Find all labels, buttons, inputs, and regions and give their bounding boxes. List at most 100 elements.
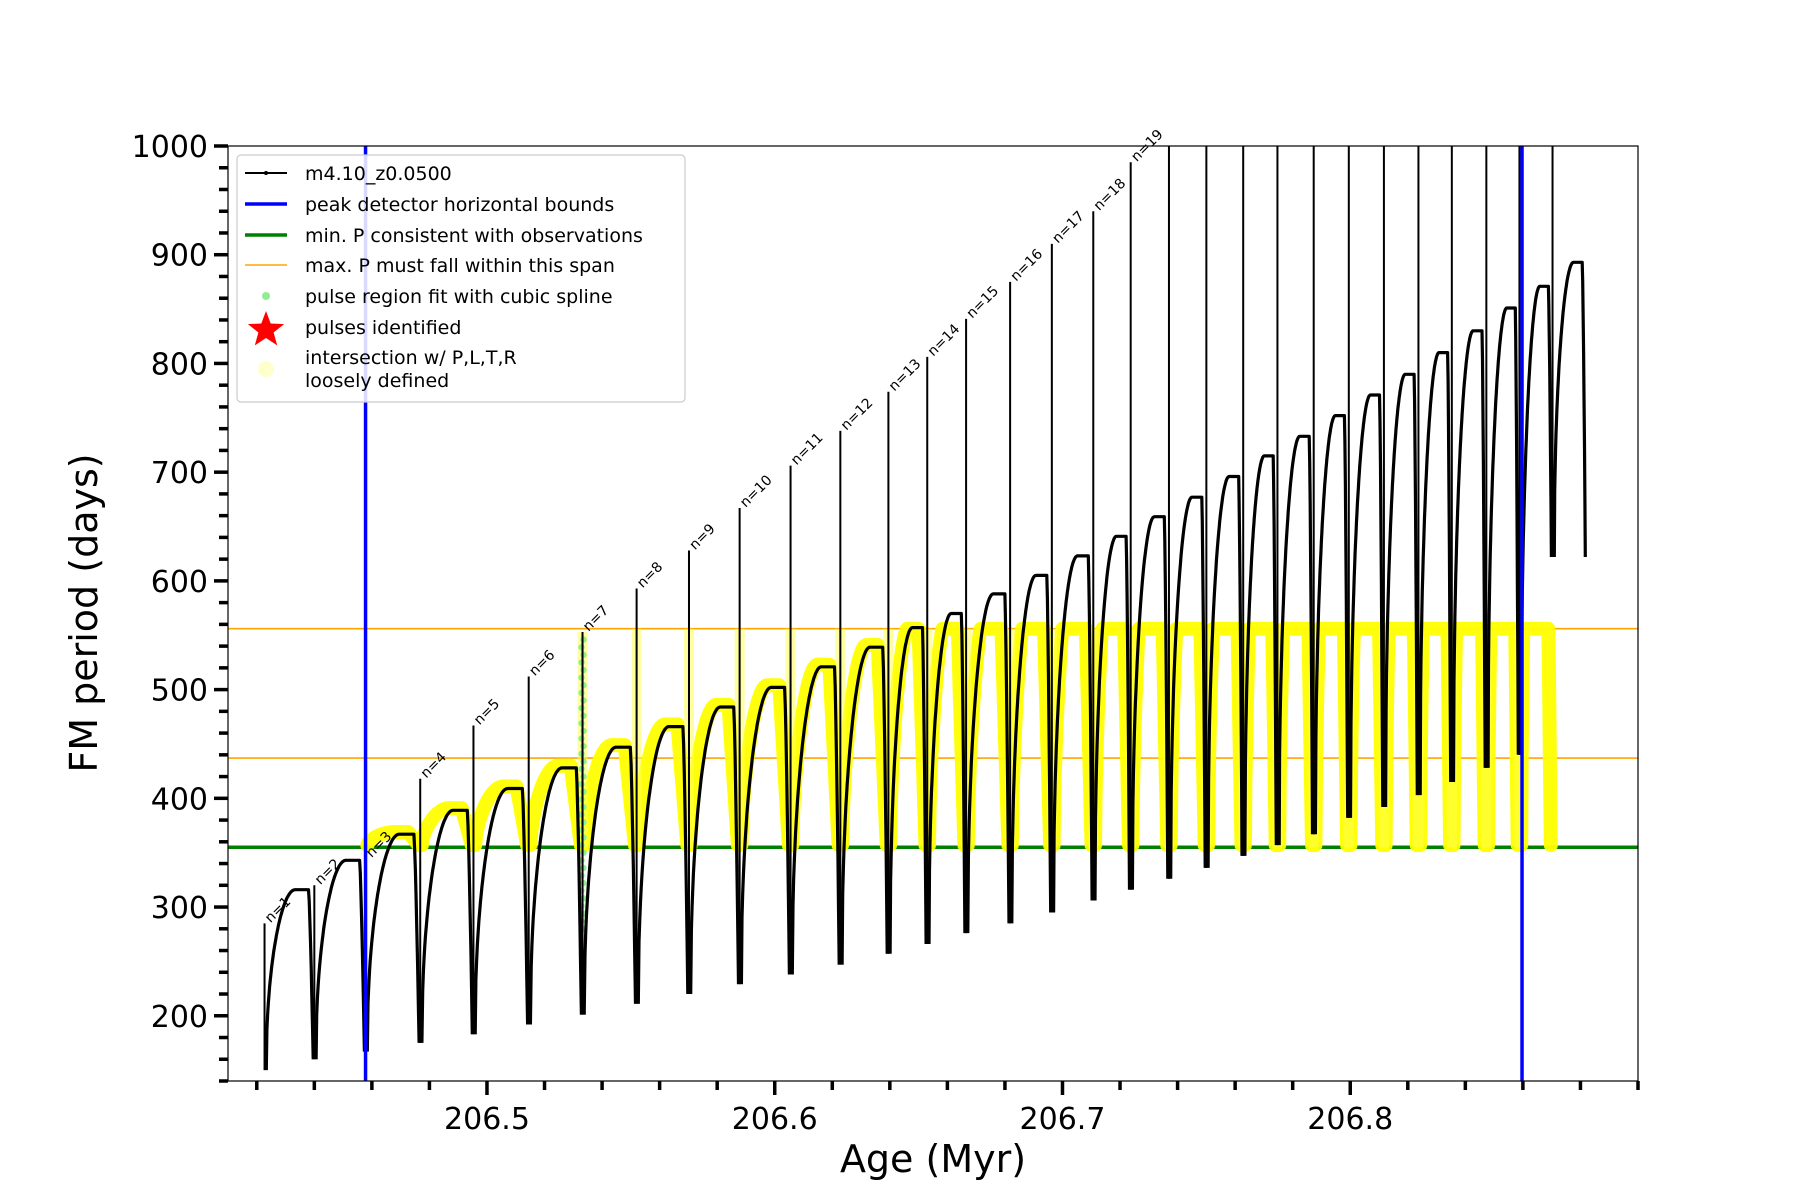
period-curve — [1052, 554, 1094, 913]
period-curve — [264, 888, 315, 1071]
intersection-band — [1237, 621, 1283, 853]
legend-box — [236, 154, 686, 403]
period-curve — [1130, 515, 1170, 890]
intersection-band — [1004, 621, 1058, 853]
period-curve — [1010, 573, 1053, 924]
pulse-label: n=1 — [262, 894, 294, 926]
pulse-label: n=12 — [838, 395, 876, 433]
pulse-label: n=6 — [526, 647, 558, 679]
x-tick-label: 206.7 — [1020, 1102, 1106, 1137]
period-curve — [840, 645, 889, 965]
y-tick-label: 600 — [151, 565, 208, 600]
x-axis-label: Age (Myr) — [840, 1137, 1026, 1181]
period-curve — [636, 724, 690, 1004]
legend-key-star — [247, 311, 285, 346]
intersection-band — [577, 738, 642, 853]
period-curve — [365, 832, 421, 1052]
period-curve — [1383, 372, 1419, 808]
intersection-band — [1514, 621, 1558, 853]
legend-key-marker — [264, 171, 268, 175]
x-tick-label: 206.6 — [732, 1102, 818, 1137]
period-curve — [689, 705, 741, 995]
intersection-band — [1446, 621, 1492, 853]
legend-entry-label: intersection w/ P,L,T,R — [305, 347, 517, 369]
intersection-band — [468, 779, 534, 853]
pulse-label: n=9 — [686, 521, 718, 553]
intersection-band — [1343, 621, 1390, 853]
period-curve — [1348, 393, 1385, 818]
period-curve — [1519, 284, 1553, 755]
intersection-band — [922, 621, 972, 853]
period-curve — [1169, 495, 1207, 879]
intersection-band — [1413, 621, 1458, 853]
intersection-band — [683, 697, 745, 853]
intersection-band — [523, 758, 588, 853]
period-curve — [1206, 474, 1244, 868]
intersection-band — [1481, 621, 1525, 853]
legend-key-dot — [262, 292, 270, 300]
intersection-band — [1308, 621, 1355, 853]
axis-ticks: 200 300 400 500 600 700 800 900 1000 206.5 206.6 20… — [132, 130, 1640, 1137]
y-tick-label: 1000 — [132, 130, 208, 165]
plot-area — [228, 146, 1638, 1081]
period-curve — [528, 766, 583, 1025]
legend-entry-label: pulse region fit with cubic spline — [305, 286, 613, 308]
x-tick-label: 206.5 — [444, 1102, 530, 1137]
pulse-label: n=17 — [1049, 208, 1087, 246]
pulse-label: n=11 — [788, 430, 826, 468]
pulse-label: n=18 — [1091, 176, 1129, 214]
y-tick-label: 200 — [151, 1000, 208, 1035]
y-tick-label: 900 — [151, 239, 208, 274]
period-curve — [473, 786, 530, 1035]
intersection-band — [1378, 621, 1424, 853]
intersection-band — [835, 638, 894, 853]
period-curve — [1093, 534, 1132, 901]
intersection-band — [734, 678, 796, 853]
legend-key-dot — [258, 361, 274, 377]
pulse-label: n=7 — [580, 603, 612, 635]
legend-entry-label: pulses identified — [305, 317, 461, 339]
intersection-band — [631, 717, 695, 853]
period-curve — [888, 625, 928, 954]
period-curve — [1313, 414, 1350, 835]
period-curve — [739, 685, 791, 985]
legend-entry-label: peak detector horizontal bounds — [305, 194, 614, 216]
period-curve — [314, 858, 366, 1060]
legend-entry-label-line2: loosely defined — [305, 370, 449, 392]
period-curve — [790, 665, 841, 975]
period-curve — [1451, 329, 1487, 783]
pulse-label: n=4 — [418, 749, 450, 781]
period-curve — [927, 611, 967, 945]
intersection-band — [1201, 621, 1249, 853]
period-curve — [1277, 434, 1315, 846]
intersection-band — [883, 621, 933, 853]
period-curve — [1486, 306, 1520, 768]
pulse-label: n=10 — [737, 472, 775, 510]
plot-frame — [227, 145, 1639, 1082]
pulse-label: n=5 — [471, 696, 503, 728]
period-curve — [1552, 260, 1587, 558]
pulse-label: n=2 — [312, 856, 344, 888]
intersection-band — [785, 657, 846, 853]
period-curve — [966, 592, 1011, 934]
legend-entry-label: m4.10_z0.0500 — [305, 163, 452, 185]
intersection-band — [1272, 621, 1319, 853]
pulse-label: n=14 — [925, 321, 964, 360]
pulse-label: n=13 — [886, 356, 924, 394]
legend-entry-label: min. P consistent with observations — [305, 225, 643, 247]
pulse-label: n=8 — [634, 559, 666, 591]
pulse-label: n=15 — [964, 283, 1002, 321]
period-curve — [1418, 351, 1453, 796]
period-curve — [582, 745, 638, 1015]
y-axis-label: FM period (days) — [62, 453, 106, 772]
legend-entry-label: max. P must fall within this span — [305, 255, 615, 277]
pulse-label: n=16 — [1008, 246, 1047, 285]
period-curve — [420, 808, 474, 1043]
y-tick-label: 400 — [151, 782, 208, 817]
y-tick-label: 700 — [151, 456, 208, 491]
period-curve — [1243, 454, 1278, 856]
intersection-band — [414, 801, 479, 853]
y-tick-label: 300 — [151, 891, 208, 926]
y-tick-label: 500 — [151, 674, 208, 709]
